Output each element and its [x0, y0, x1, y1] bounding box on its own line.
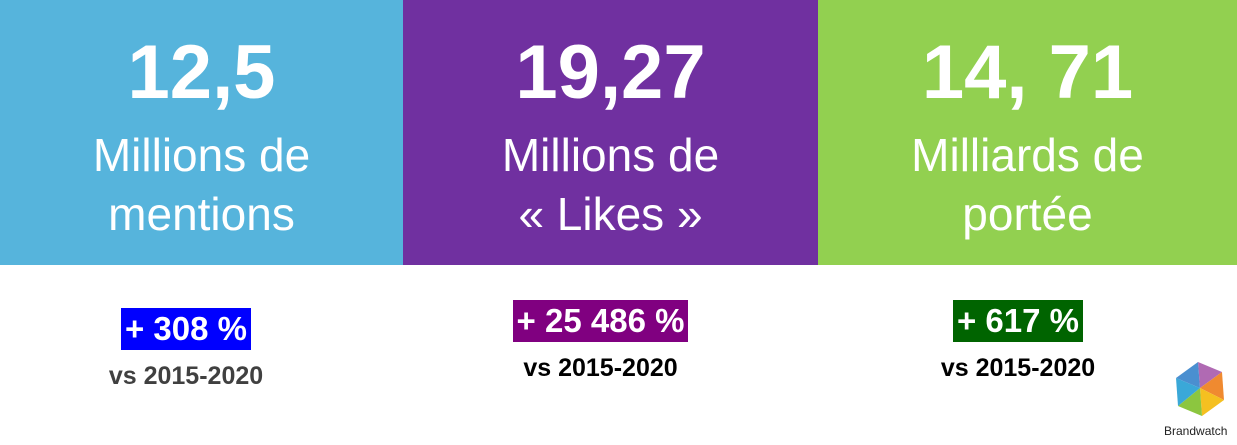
change-badge: + 617 %	[952, 300, 1083, 342]
stat-value: 12,5	[127, 30, 276, 115]
stat-label: « Likes »	[518, 188, 703, 240]
stat-label: Millions de	[501, 129, 720, 181]
stat-panel: 14, 71 Milliards de portée	[818, 0, 1237, 265]
stat-label: portée	[962, 188, 1093, 240]
change-block: + 25 486 % vs 2015-2020	[403, 300, 798, 383]
stat-panel: 19,27 Millions de « Likes »	[403, 0, 818, 265]
stat-label: Millions de	[92, 129, 311, 181]
logo-icon	[1176, 362, 1224, 416]
stat-value: 14, 71	[921, 30, 1134, 115]
stat-panel: 12,5 Millions de mentions	[0, 0, 403, 265]
stat-label: mentions	[108, 188, 295, 240]
stat-value: 19,27	[515, 30, 706, 115]
period: vs 2015-2020	[108, 362, 264, 390]
change-block: + 617 % vs 2015-2020	[818, 300, 1218, 383]
change-block: + 308 % vs 2015-2020	[0, 300, 372, 391]
logo-label: Brandwatch	[1164, 424, 1228, 438]
period: vs 2015-2020	[940, 354, 1096, 382]
change-badge: + 25 486 %	[512, 300, 689, 342]
stat-label: Milliards de	[911, 129, 1144, 181]
change-badge: + 308 %	[120, 308, 251, 350]
period: vs 2015-2020	[523, 354, 678, 382]
